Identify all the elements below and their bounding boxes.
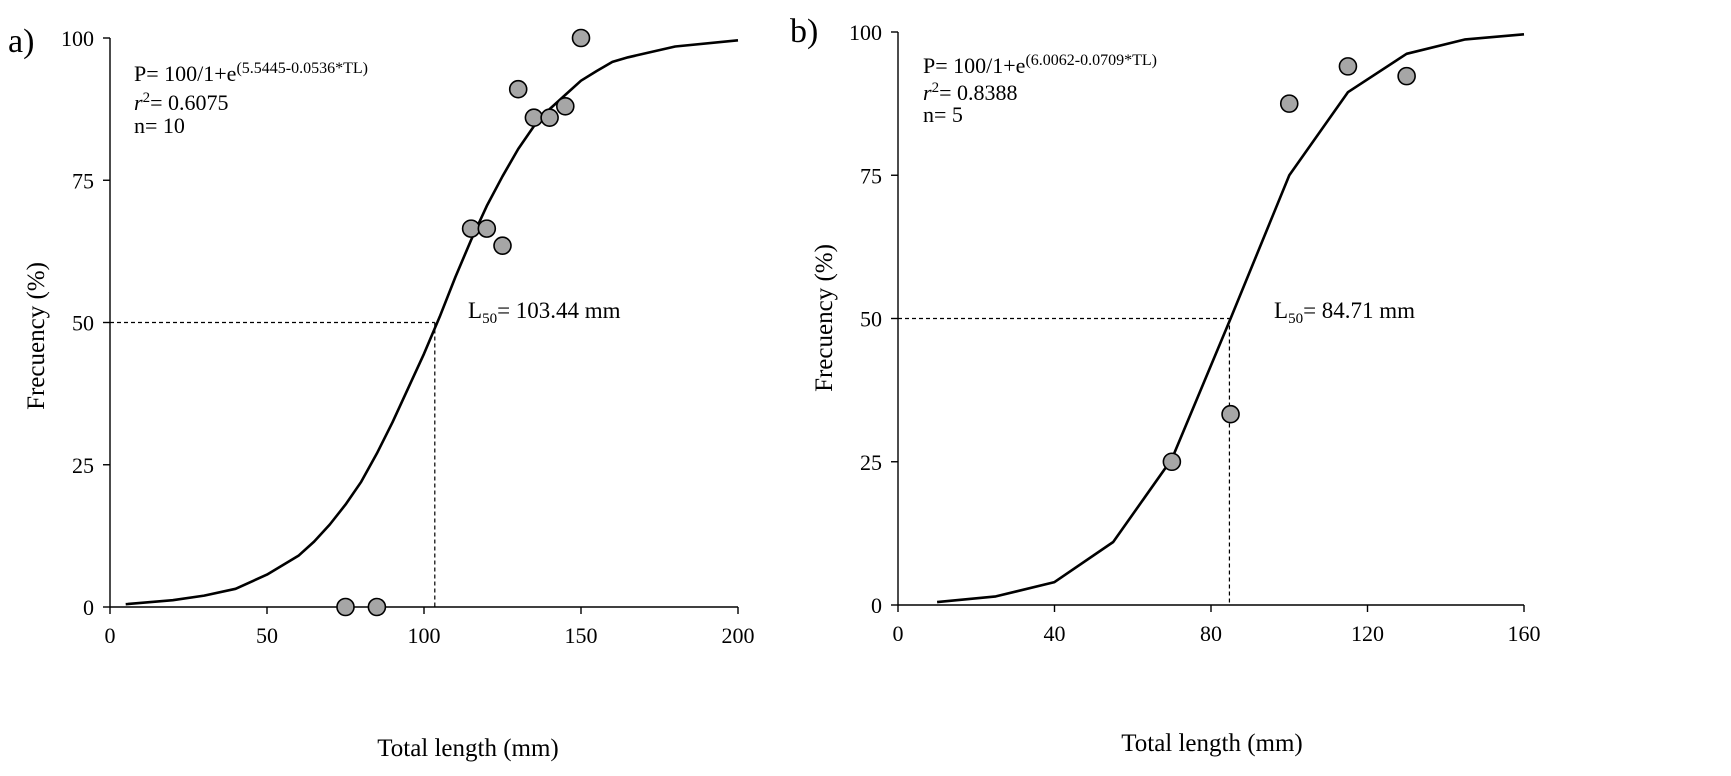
l50-label-a: L50= 103.44 mm [468, 298, 621, 327]
panel-label-a: a) [8, 23, 34, 60]
data-point [1397, 66, 1416, 86]
x-tick-label: 40 [1044, 621, 1066, 646]
data-point [1338, 57, 1358, 76]
y-tick-label: 75 [72, 168, 94, 193]
equation-b: P= 100/1+e(6.0062-0.0709*TL) [923, 52, 1157, 78]
data-point [1221, 404, 1240, 424]
x-tick-label: 160 [1508, 621, 1541, 646]
x-tick-label: 50 [256, 623, 278, 648]
y-tick-label: 50 [72, 311, 94, 336]
plot-area-b [891, 31, 1525, 612]
x-tick-labels-b: 0 40 80 120 160 [893, 621, 1541, 646]
y-tick-label: 0 [83, 595, 94, 620]
data-point [367, 597, 387, 617]
data-point [493, 236, 512, 255]
x-tick-label: 100 [408, 623, 441, 648]
y-tick-labels-a: 0 25 50 75 100 [61, 26, 94, 620]
r-squared-a: r2= 0.6075 [134, 90, 228, 115]
r-squared-b: r2= 0.8388 [923, 80, 1017, 105]
x-tick-label: 200 [722, 623, 755, 648]
y-tick-label: 50 [860, 307, 882, 332]
data-point [508, 79, 528, 99]
x-tick-labels-a: 0 50 100 150 200 [105, 623, 755, 648]
logistic-curve [125, 39, 739, 606]
data-point [1279, 94, 1299, 113]
data-point [571, 28, 591, 48]
y-tick-label: 25 [72, 453, 94, 478]
x-tick-label: 80 [1200, 621, 1222, 646]
chart-panel-b: b) Frecuency (%) Total length (mm) 0 25 … [790, 13, 1541, 757]
l50-label-b: L50= 84.71 mm [1274, 298, 1415, 327]
y-tick-label: 75 [860, 163, 882, 188]
x-axis-label-b: Total length (mm) [1121, 730, 1303, 757]
x-axis-label-a: Total length (mm) [377, 735, 559, 762]
x-tick-label: 0 [105, 623, 116, 648]
y-tick-label: 100 [849, 20, 882, 45]
chart-panel-a: a) Frecuency (%) Total length (mm) 0 25 … [8, 23, 755, 762]
x-tick-label: 0 [893, 621, 904, 646]
x-tick-label: 150 [565, 623, 598, 648]
sample-size-b: n= 5 [923, 102, 963, 127]
logistic-curve [936, 33, 1525, 604]
data-point [477, 219, 497, 238]
y-axis-label-a: Frecuency (%) [23, 262, 50, 410]
y-tick-label: 100 [61, 26, 94, 51]
data-point [336, 597, 355, 617]
data-point [461, 219, 481, 238]
y-tick-labels-b: 0 25 50 75 100 [849, 20, 882, 618]
equation-a: P= 100/1+e(5.5445-0.0536*TL) [134, 60, 368, 86]
panel-label-b: b) [790, 13, 818, 50]
sample-size-a: n= 10 [134, 113, 185, 138]
data-point [524, 108, 544, 127]
data-point [555, 96, 575, 116]
x-tick-label: 120 [1351, 621, 1384, 646]
data-point [1162, 452, 1182, 472]
y-axis-label-b: Frecuency (%) [811, 244, 838, 392]
y-tick-label: 25 [860, 450, 882, 475]
plot-area-a [103, 28, 739, 617]
y-tick-label: 0 [871, 593, 882, 618]
data-point [540, 108, 559, 127]
